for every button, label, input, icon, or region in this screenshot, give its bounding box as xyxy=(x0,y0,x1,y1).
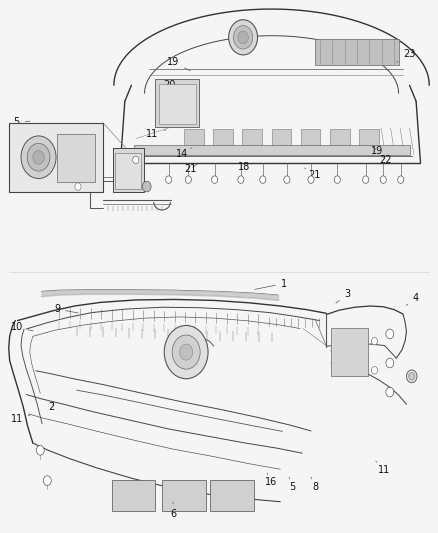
Text: 21: 21 xyxy=(184,164,197,174)
Circle shape xyxy=(238,176,244,183)
FancyBboxPatch shape xyxy=(184,129,204,149)
FancyBboxPatch shape xyxy=(112,480,155,511)
FancyBboxPatch shape xyxy=(113,148,144,192)
Text: 19: 19 xyxy=(167,58,190,71)
Text: 8: 8 xyxy=(311,477,318,491)
Text: 21: 21 xyxy=(304,168,321,180)
Circle shape xyxy=(260,176,266,183)
Circle shape xyxy=(33,150,44,164)
Circle shape xyxy=(180,344,193,360)
Text: 13: 13 xyxy=(64,163,83,172)
FancyBboxPatch shape xyxy=(155,79,199,127)
Circle shape xyxy=(284,176,290,183)
Text: 2: 2 xyxy=(49,402,55,412)
Circle shape xyxy=(409,373,415,380)
FancyBboxPatch shape xyxy=(162,480,206,511)
Text: 5: 5 xyxy=(289,477,296,491)
Circle shape xyxy=(75,183,81,190)
FancyBboxPatch shape xyxy=(115,153,141,189)
Text: 3: 3 xyxy=(336,289,350,303)
Circle shape xyxy=(212,176,218,183)
FancyBboxPatch shape xyxy=(134,145,410,155)
Circle shape xyxy=(21,136,56,179)
Circle shape xyxy=(380,176,386,183)
Circle shape xyxy=(172,335,200,369)
Circle shape xyxy=(334,176,340,183)
Circle shape xyxy=(233,26,253,49)
FancyBboxPatch shape xyxy=(272,129,291,149)
Text: 18: 18 xyxy=(238,163,251,172)
Circle shape xyxy=(398,176,404,183)
Text: 20: 20 xyxy=(163,80,182,93)
FancyBboxPatch shape xyxy=(210,480,254,511)
Text: 22: 22 xyxy=(379,155,392,165)
FancyBboxPatch shape xyxy=(57,134,95,182)
Text: 12: 12 xyxy=(62,143,81,152)
Circle shape xyxy=(164,326,208,379)
Circle shape xyxy=(43,476,51,486)
Circle shape xyxy=(371,367,378,374)
FancyBboxPatch shape xyxy=(301,129,321,149)
Text: 19: 19 xyxy=(371,147,384,156)
FancyBboxPatch shape xyxy=(331,328,368,376)
Text: 1: 1 xyxy=(254,279,287,289)
Circle shape xyxy=(185,176,191,183)
Text: 23: 23 xyxy=(396,50,416,62)
Text: 4: 4 xyxy=(406,294,419,305)
Circle shape xyxy=(27,143,50,171)
Circle shape xyxy=(166,176,172,183)
FancyBboxPatch shape xyxy=(9,123,103,192)
Circle shape xyxy=(308,176,314,183)
Text: 5: 5 xyxy=(14,117,30,127)
Circle shape xyxy=(36,446,44,455)
FancyBboxPatch shape xyxy=(315,39,399,65)
Text: 6: 6 xyxy=(170,502,176,519)
FancyBboxPatch shape xyxy=(213,129,233,149)
Circle shape xyxy=(386,358,394,368)
FancyBboxPatch shape xyxy=(330,129,350,149)
Circle shape xyxy=(386,387,394,397)
FancyBboxPatch shape xyxy=(359,129,379,149)
Circle shape xyxy=(363,176,369,183)
FancyBboxPatch shape xyxy=(159,84,196,124)
Text: 14: 14 xyxy=(176,148,192,158)
Text: 16: 16 xyxy=(265,473,277,487)
FancyBboxPatch shape xyxy=(242,129,262,149)
Text: 11: 11 xyxy=(11,415,31,424)
Circle shape xyxy=(229,20,258,55)
Text: 10: 10 xyxy=(11,322,33,332)
Circle shape xyxy=(371,337,378,345)
Text: 11: 11 xyxy=(146,130,166,139)
Circle shape xyxy=(406,370,417,383)
Text: 9: 9 xyxy=(54,304,78,314)
Circle shape xyxy=(386,329,394,338)
Text: 11: 11 xyxy=(376,461,391,475)
Circle shape xyxy=(238,31,248,44)
Circle shape xyxy=(133,156,139,164)
Circle shape xyxy=(142,181,151,192)
